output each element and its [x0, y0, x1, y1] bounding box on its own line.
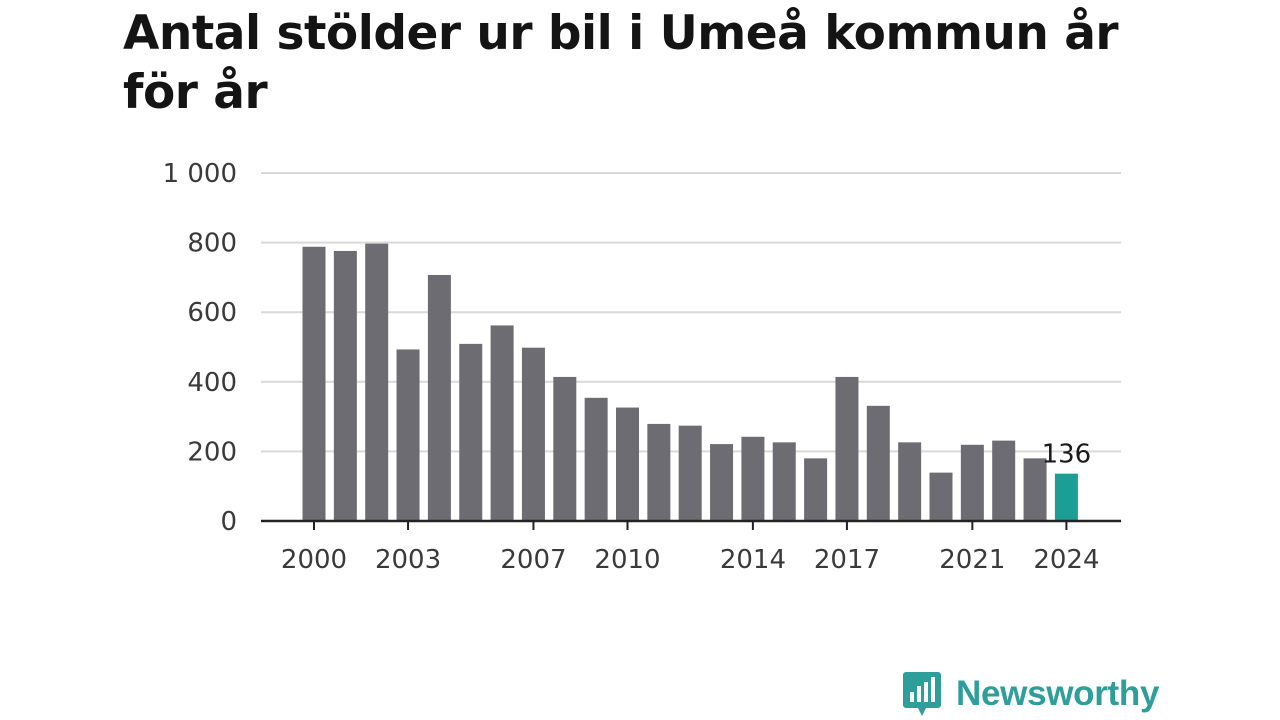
bar-2002	[365, 243, 389, 521]
bars	[302, 243, 1078, 521]
bar-2021	[960, 444, 984, 521]
x-tick-label: 2024	[1033, 545, 1099, 575]
newsworthy-logo: Newsworthy	[902, 670, 1159, 718]
data-label: 136	[1042, 440, 1092, 470]
bar-2019	[898, 442, 922, 521]
bar-2023	[1023, 458, 1047, 521]
logo-text: Newsworthy	[956, 674, 1160, 713]
bar-2024	[1054, 473, 1078, 521]
bar-2008	[553, 376, 577, 521]
y-tick-label: 0	[220, 507, 237, 537]
x-tick-label: 2003	[375, 545, 441, 575]
bar-2004	[427, 274, 451, 521]
bar-2013	[710, 444, 734, 521]
bar-2000	[302, 246, 326, 521]
chart-title: Antal stölder ur bil i Umeå kommun år fö…	[123, 6, 1119, 120]
labels: 0 200 400 600 800 1 000 136 2000 2003 2007 2010 201…	[163, 159, 1100, 575]
bar-2007	[521, 347, 545, 521]
x-tick-label: 2007	[500, 545, 566, 575]
y-tick-label: 200	[187, 437, 237, 467]
bar-2014	[741, 436, 765, 521]
y-tick-label: 600	[187, 298, 237, 328]
y-tick-label: 1 000	[163, 159, 237, 189]
x-tick-label: 2000	[281, 545, 347, 575]
x-tick-label: 2014	[720, 545, 786, 575]
x-tick-label: 2017	[814, 545, 880, 575]
bar-chart-speech-bubble-icon	[903, 672, 941, 716]
bar-2003	[396, 349, 420, 521]
y-tick-label: 400	[187, 368, 237, 398]
bar-2015	[772, 442, 796, 521]
grid-lines	[261, 172, 1121, 453]
bar-2010	[616, 407, 639, 521]
y-tick-label: 800	[187, 229, 237, 259]
bar-2009	[584, 397, 608, 521]
bar-2020	[929, 472, 953, 521]
bar-2001	[333, 250, 357, 521]
bar-2018	[866, 405, 890, 521]
bar-2017	[835, 376, 859, 521]
bar-2006	[490, 325, 514, 521]
axes	[261, 519, 1121, 530]
x-tick-label: 2021	[939, 545, 1005, 575]
bar-2022	[992, 440, 1016, 521]
bar-2012	[678, 425, 702, 521]
bar-2011	[647, 423, 671, 521]
bar-2005	[459, 343, 483, 521]
x-tick-label: 2010	[594, 545, 660, 575]
bar-2016	[804, 458, 828, 521]
